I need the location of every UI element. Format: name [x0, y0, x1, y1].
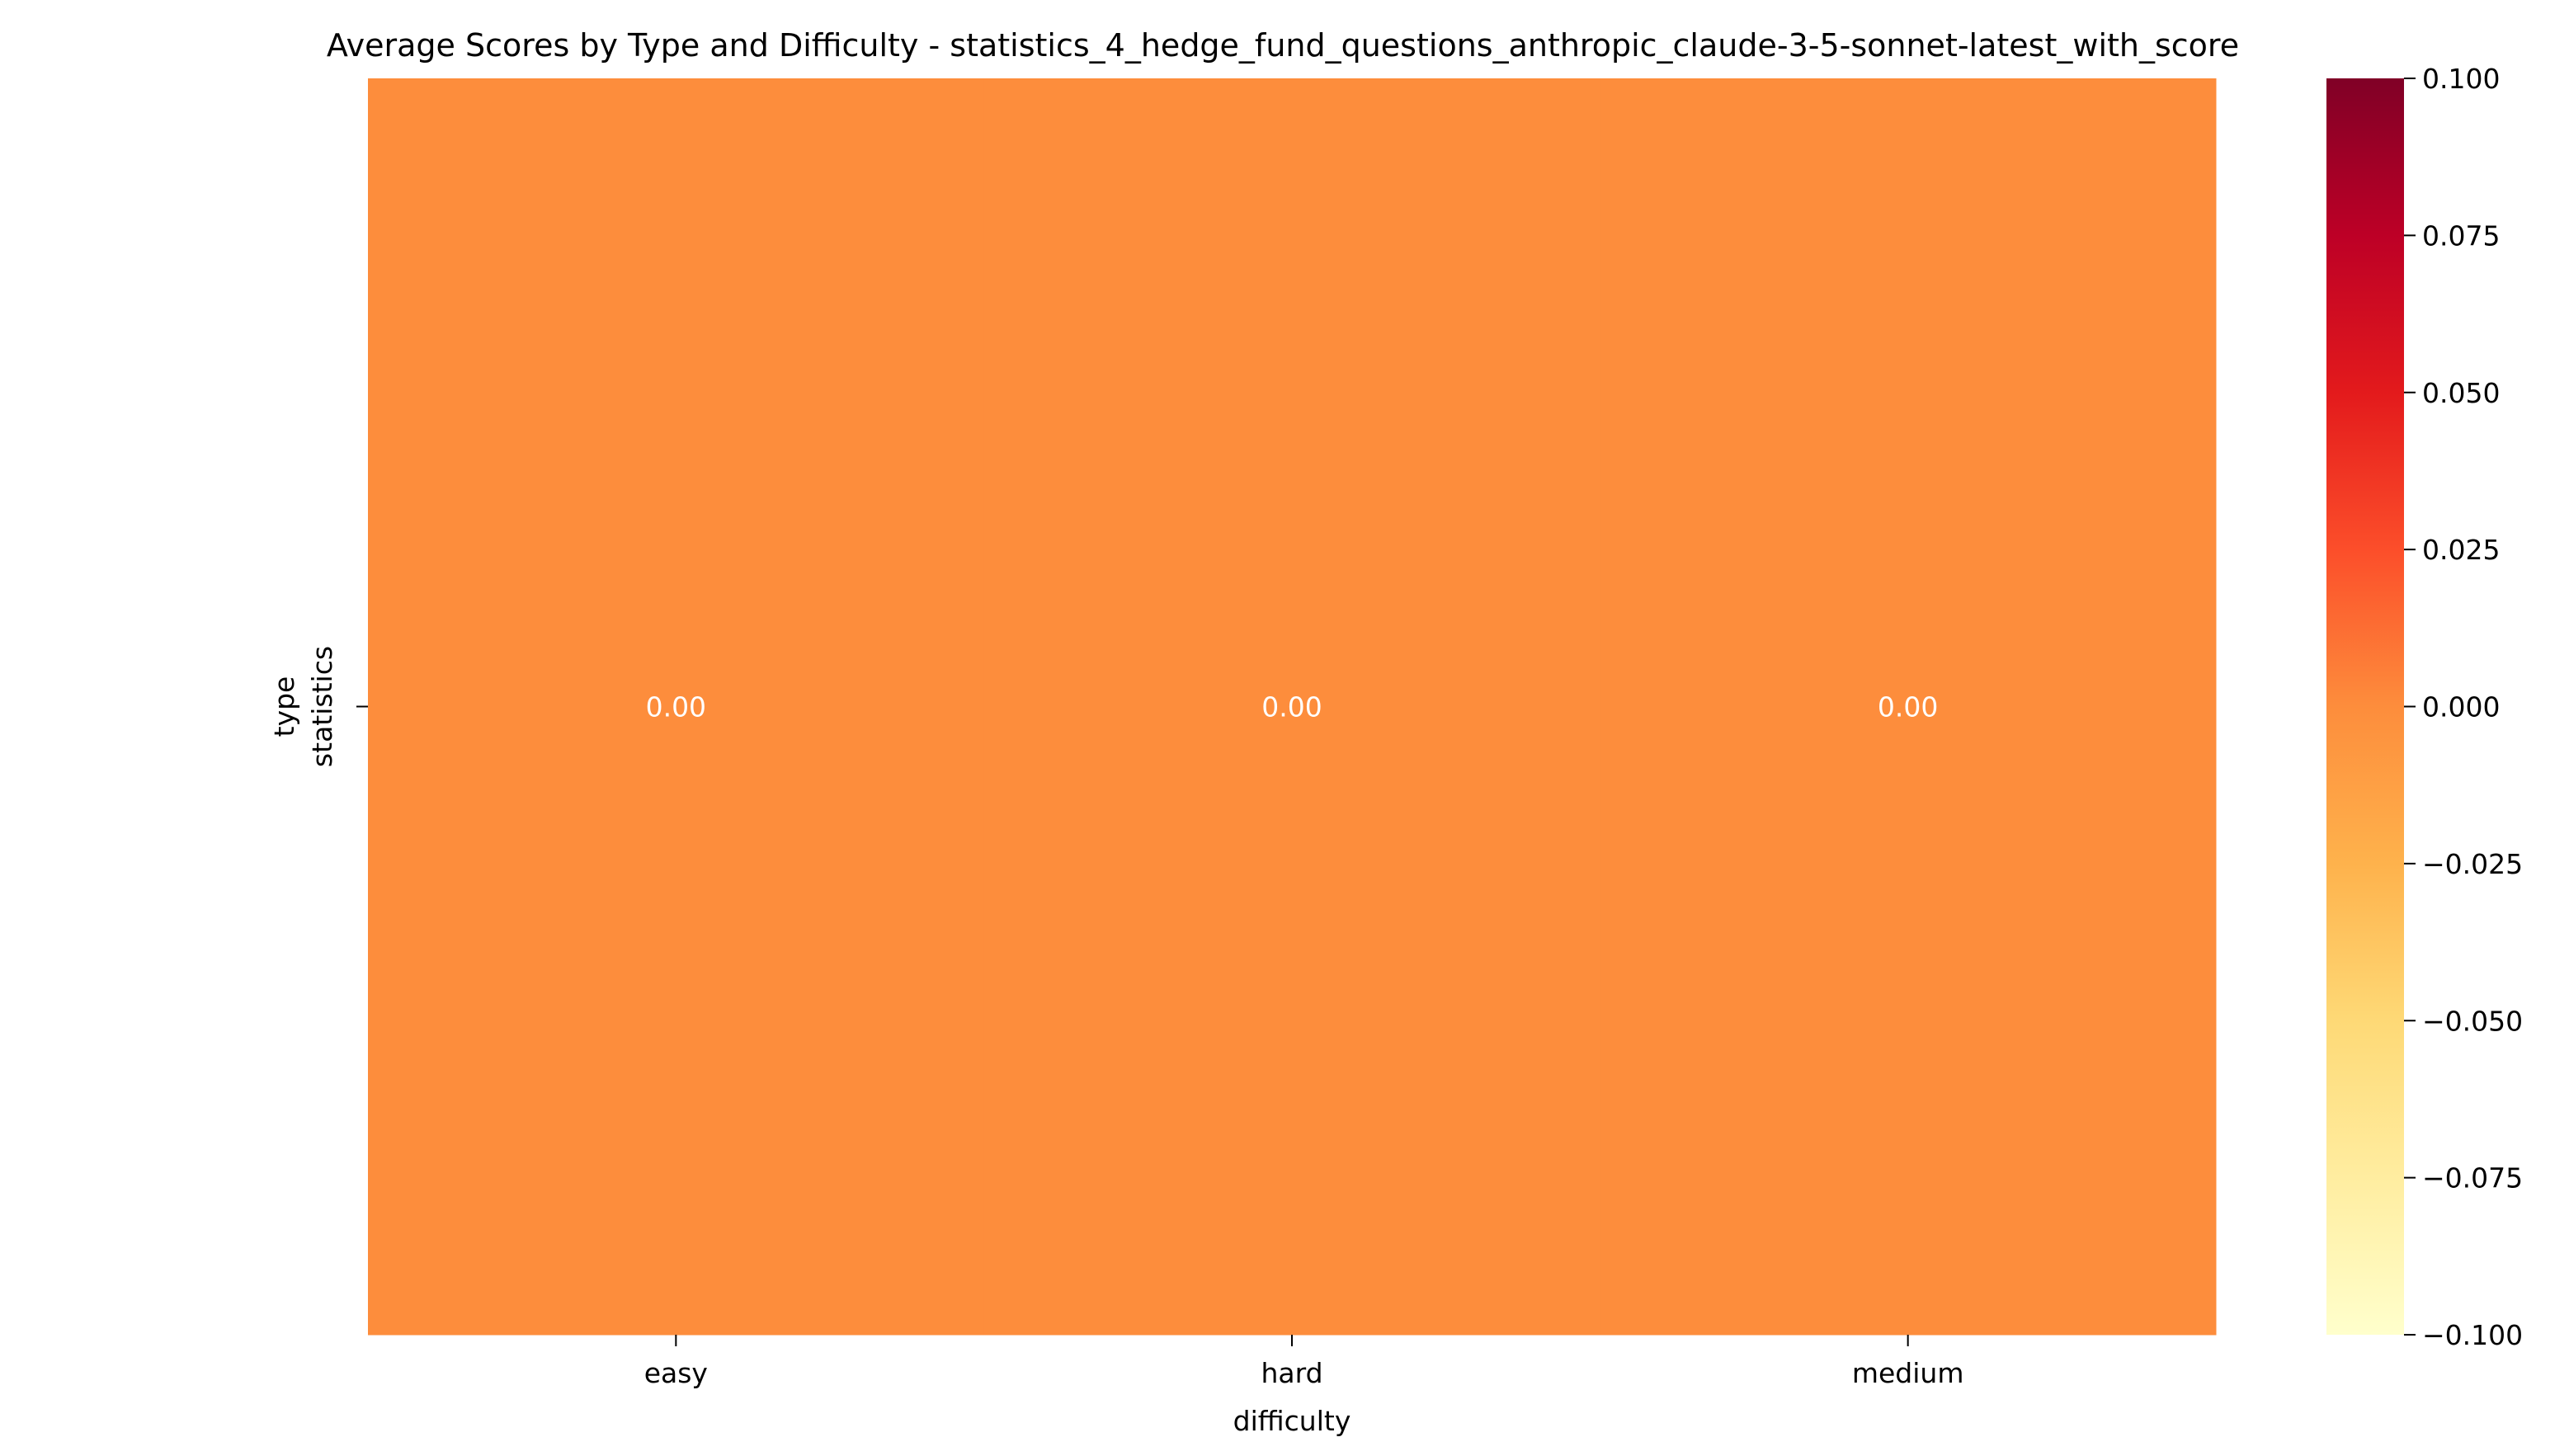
- colorbar-tick-label: −0.025: [2422, 848, 2523, 880]
- x-axis-label: difficulty: [1233, 1405, 1351, 1437]
- colorbar: 0.100 0.075 0.050 0.025 0.000 −0.025 −0.050 −0.…: [2326, 63, 2523, 1351]
- x-tick-label: medium: [1852, 1357, 1964, 1389]
- chart-title: Average Scores by Type and Difficulty - …: [327, 27, 2239, 64]
- cell-value-label: 0.00: [1878, 691, 1938, 723]
- colorbar-tick-label: 0.025: [2422, 534, 2500, 566]
- heatmap-cell: [1600, 78, 2217, 1336]
- cell-annotations: 0.00 0.00 0.00: [646, 691, 1939, 723]
- colorbar-tick-label: 0.075: [2422, 219, 2500, 252]
- colorbar-gradient: [2326, 78, 2404, 1335]
- colorbar-tick-label: −0.100: [2422, 1319, 2523, 1351]
- heatmap-cell: [983, 78, 1600, 1336]
- colorbar-tick-label: 0.000: [2422, 691, 2500, 723]
- colorbar-tick-label: 0.100: [2422, 63, 2500, 95]
- colorbar-ticks: 0.100 0.075 0.050 0.025 0.000 −0.025 −0.050 −0.…: [2404, 63, 2523, 1351]
- cell-value-label: 0.00: [1261, 691, 1322, 723]
- colorbar-tick-label: −0.050: [2422, 1005, 2523, 1037]
- colorbar-tick-label: −0.075: [2422, 1162, 2523, 1194]
- x-tick-label: hard: [1261, 1357, 1322, 1389]
- heatmap-cells: [368, 78, 2217, 1336]
- x-tick-label: easy: [644, 1357, 708, 1389]
- colorbar-tick-label: 0.050: [2422, 377, 2500, 409]
- heatmap-cell: [368, 78, 985, 1336]
- x-axis: easy hard medium: [644, 1335, 1964, 1389]
- y-axis-label: type: [268, 676, 300, 737]
- y-tick-label: statistics: [306, 646, 338, 767]
- cell-value-label: 0.00: [646, 691, 706, 723]
